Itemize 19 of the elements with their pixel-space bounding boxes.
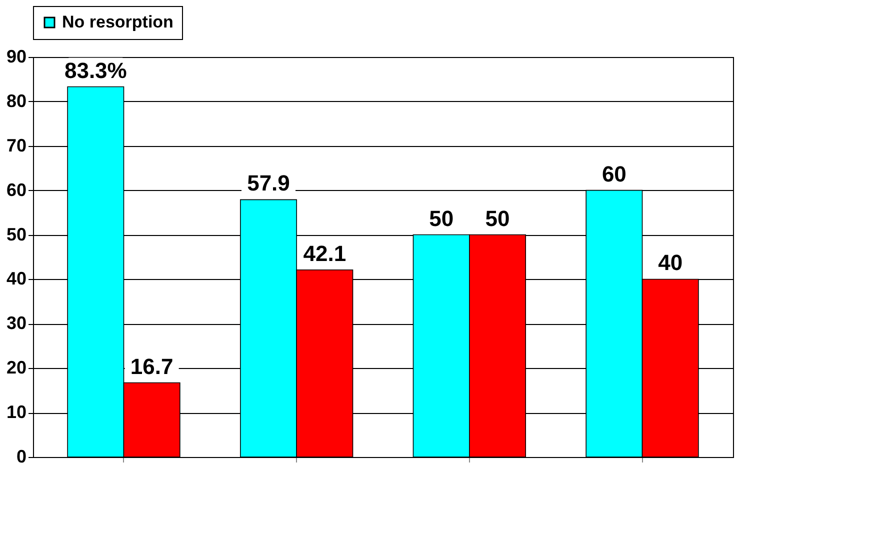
y-tick-label: 90 [6,46,26,66]
y-tick-label: 60 [6,180,26,200]
data-label: 50 [429,206,454,231]
legend-label: No resorption [62,12,174,32]
data-label: 83.3% [64,58,127,83]
data-label: 60 [602,161,626,186]
y-tick-label: 0 [16,446,26,466]
y-tick-label: 10 [6,402,26,422]
data-label: 40 [658,250,683,276]
data-label: 16.7 [130,354,174,379]
data-label: 50 [485,206,510,231]
y-tick-label: 80 [6,90,26,111]
y-tick-label: 30 [6,313,26,334]
data-label: 57.9 [247,170,290,196]
y-tick-label: 40 [6,268,26,289]
y-tick-label: 50 [6,224,26,244]
y-tick-label: 20 [6,358,26,378]
y-tick-label: 70 [6,135,26,156]
data-label: 42.1 [303,240,346,266]
